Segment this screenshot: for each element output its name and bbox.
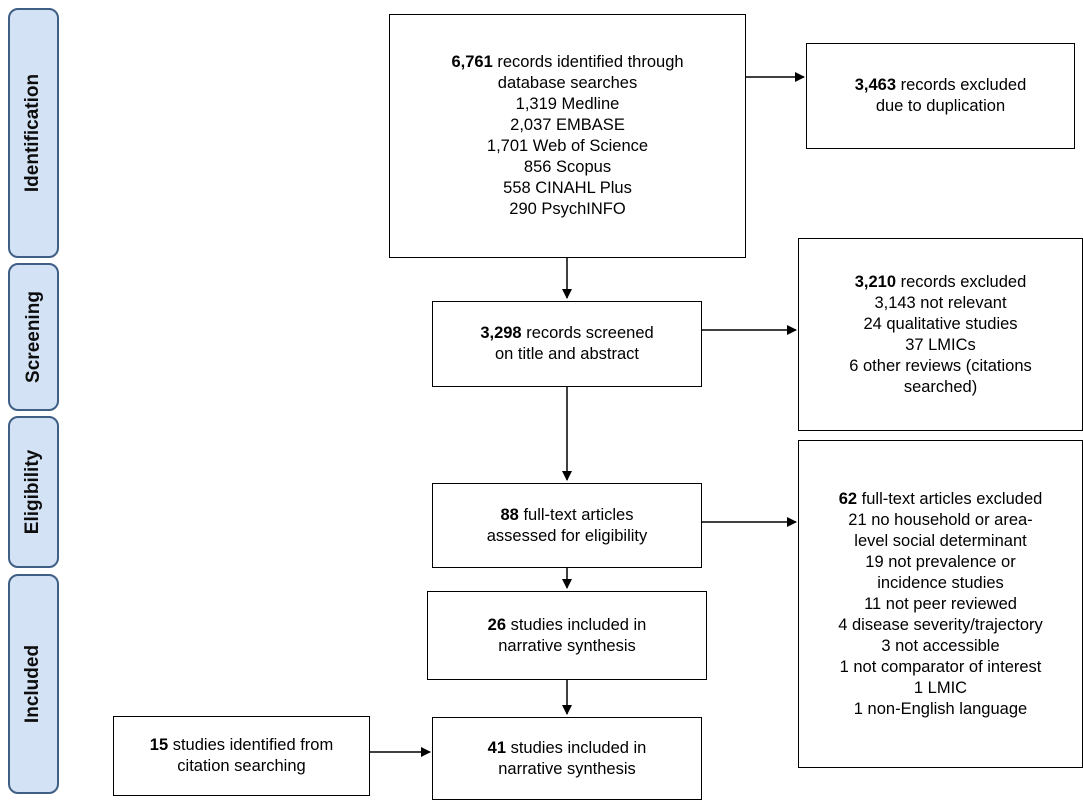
screen-excluded-count: 3,210 (854, 272, 897, 291)
source-psychinfo: 290 PsychINFO (509, 200, 626, 218)
fulltext-reason-8: 1 not comparator of interest (839, 657, 1042, 676)
fulltext-reason-1: 21 no household or area- (848, 510, 1033, 529)
stage-identification: Identification (8, 8, 59, 258)
citation-text: studies identified from (172, 736, 334, 754)
fulltext-count: 88 (500, 505, 519, 524)
identified-text-1: records identified through (497, 53, 684, 71)
duplicates-line2: due to duplication (875, 97, 1006, 115)
fulltext-excluded-box: 62 full-text articles excluded 21 no hou… (798, 440, 1083, 768)
screened-count: 3,298 (480, 324, 522, 342)
screened-text: records screened (526, 324, 654, 342)
duplicates-excluded-box: 3,463 records excluded due to duplicatio… (806, 43, 1075, 149)
stage-included: Included (8, 574, 59, 794)
source-embase: 2,037 EMBASE (510, 116, 625, 134)
identified-count: 6,761 (451, 53, 493, 71)
citation-count: 15 (149, 736, 169, 754)
screen-reason-4: 6 other reviews (citations (849, 356, 1032, 375)
final-line2: narrative synthesis (498, 759, 636, 778)
citation-searching-box: 15 studies identified from citation sear… (113, 716, 370, 796)
fulltext-text: full-text articles (523, 505, 634, 524)
fulltext-reason-4: incidence studies (877, 573, 1004, 592)
narrative-line2: narrative synthesis (498, 636, 636, 655)
identified-records-box: 6,761 records identified through databas… (389, 14, 746, 258)
citation-line2: citation searching (177, 757, 306, 775)
source-cinahl: 558 CINAHL Plus (503, 179, 632, 197)
narrative-synthesis-box: 26 studies included in narrative synthes… (427, 591, 707, 680)
final-count: 41 (487, 738, 506, 757)
fulltext-excluded-text: full-text articles excluded (861, 489, 1043, 508)
identified-text-2: database searches (497, 74, 638, 92)
screened-line2: on title and abstract (494, 345, 639, 363)
fulltext-reason-3: 19 not prevalence or (865, 552, 1016, 571)
fulltext-line2: assessed for eligibility (486, 526, 648, 545)
final-text: studies included in (510, 738, 647, 757)
source-web-of-science: 1,701 Web of Science (486, 137, 649, 155)
fulltext-excluded-count: 62 (838, 489, 858, 508)
screening-excluded-box: 3,210 records excluded 3,143 not relevan… (798, 238, 1083, 431)
source-scopus: 856 Scopus (523, 158, 612, 176)
narrative-count: 26 (487, 615, 506, 634)
stage-eligibility: Eligibility (8, 416, 59, 568)
fulltext-reason-10: 1 non-English language (853, 699, 1028, 718)
stage-screening: Screening (8, 263, 59, 411)
screened-records-box: 3,298 records screened on title and abst… (432, 301, 702, 387)
fulltext-reason-9: 1 LMIC (913, 678, 968, 697)
fulltext-reason-7: 3 not accessible (881, 636, 1000, 655)
source-medline: 1,319 Medline (515, 95, 620, 113)
final-included-box: 41 studies included in narrative synthes… (432, 717, 702, 800)
narrative-text: studies included in (510, 615, 647, 634)
fulltext-assessed-box: 88 full-text articles assessed for eligi… (432, 483, 702, 568)
screen-reason-2: 24 qualitative studies (863, 314, 1018, 333)
fulltext-reason-6: 4 disease severity/trajectory (838, 615, 1043, 634)
screen-reason-3: 37 LMICs (905, 335, 976, 354)
screen-reason-1: 3,143 not relevant (874, 293, 1007, 312)
screen-excluded-text: records excluded (900, 272, 1027, 291)
screen-reason-5: searched) (903, 377, 978, 396)
fulltext-reason-5: 11 not peer reviewed (864, 594, 1017, 613)
duplicates-text: records excluded (900, 76, 1027, 94)
duplicates-count: 3,463 (854, 76, 897, 94)
fulltext-reason-2: level social determinant (854, 531, 1027, 550)
